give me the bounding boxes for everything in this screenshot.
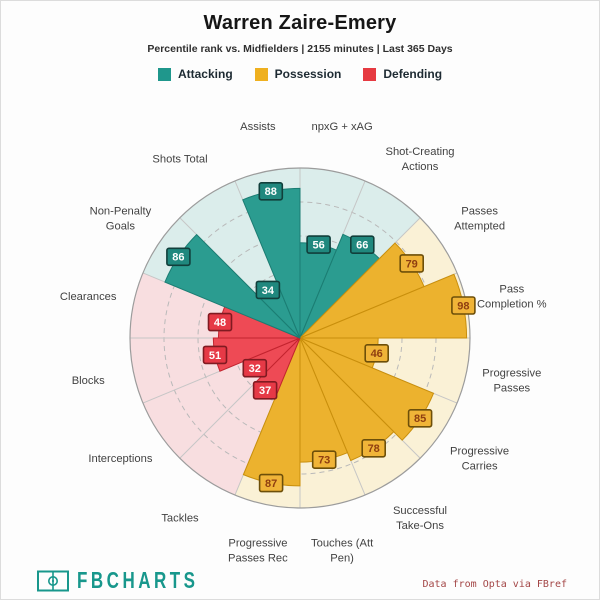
slice-value-badge [399, 254, 425, 273]
defending-swatch-icon [363, 67, 377, 81]
slice-value-text: 34 [262, 285, 275, 297]
slice-value-badge [364, 343, 390, 363]
legend: Attacking Possession Defending [0, 67, 600, 81]
slice-value-badge [361, 438, 387, 458]
slice-value-badge [202, 345, 228, 365]
slice-value-text: 51 [209, 350, 221, 362]
page-title: Warren Zaire-Emery [203, 12, 397, 34]
slice-value-badge [258, 473, 284, 493]
slice-value-badge [255, 280, 281, 300]
slice-label: Shots Total [152, 153, 207, 165]
outer-ring [129, 167, 471, 509]
slice-value-text: 85 [414, 413, 426, 425]
brand-text: FBCHARTS [77, 567, 199, 594]
slice-value-badge [252, 380, 278, 400]
slice-label: Touches (Att Pen) [311, 537, 374, 564]
slice-label: Progressive Passes [482, 368, 541, 395]
slice-value-badge [407, 408, 433, 428]
slice-value-badge [242, 358, 268, 378]
slice-value-text: 66 [356, 240, 368, 252]
slice-value-text: 98 [457, 300, 469, 312]
slice-label: Interceptions [88, 453, 152, 465]
slice-value-text: 87 [265, 478, 277, 490]
slice-value-text: 32 [249, 363, 261, 375]
legend-item-defending: Defending [363, 67, 442, 81]
slice-value-badge [166, 247, 191, 267]
slice-label: Blocks [72, 375, 105, 387]
legend-item-attacking: Attacking [157, 67, 233, 81]
slice-value-badge [306, 235, 331, 254]
page-subtitle: Percentile rank vs. Midfielders | 2155 m… [147, 43, 453, 55]
fbcharts-logo: FBCHARTS [36, 567, 199, 594]
slice-value-text: 56 [312, 240, 324, 252]
data-credit: Data from Opta via FBref [422, 579, 568, 590]
slice-value-badge [349, 235, 375, 254]
slice-label: Pass Completion % [477, 283, 547, 310]
slice-label: Successful Take-Ons [393, 505, 447, 532]
pitch-icon [37, 570, 69, 592]
slice-value-badge [311, 450, 337, 470]
slice-value-text: 73 [318, 455, 330, 467]
slice-label: Tackles [161, 513, 199, 525]
legend-label-defending: Defending [383, 67, 443, 81]
slice-value-badge [258, 182, 284, 201]
slice-label: Assists [240, 121, 276, 133]
slice-label: Progressive Carries [450, 446, 509, 473]
slice-value-text: 48 [214, 317, 226, 329]
slice-label: Shot-Creating Actions [385, 146, 454, 173]
slice-value-text: 37 [259, 385, 271, 397]
slice-value-text: 86 [172, 252, 184, 264]
slice-label: Progressive Passes Rec [228, 537, 288, 564]
slice-value-text: 46 [371, 348, 383, 360]
slice-label: Passes Attempted [454, 206, 505, 233]
slice-label: Non-Penalty Goals [90, 206, 152, 233]
slice-label: Clearances [60, 291, 117, 303]
slice-value-badge [451, 296, 476, 315]
slice-value-text: 78 [368, 443, 380, 455]
slice-value-badge [207, 312, 233, 332]
legend-label-possession: Possession [274, 67, 342, 81]
attacking-swatch-icon [157, 67, 171, 81]
legend-label-attacking: Attacking [177, 67, 233, 81]
legend-item-possession: Possession [254, 67, 342, 81]
slice-value-text: 79 [406, 258, 418, 270]
possession-swatch-icon [254, 67, 268, 81]
slice-label: npxG + xAG [311, 121, 372, 133]
slice-value-text: 88 [265, 186, 277, 198]
